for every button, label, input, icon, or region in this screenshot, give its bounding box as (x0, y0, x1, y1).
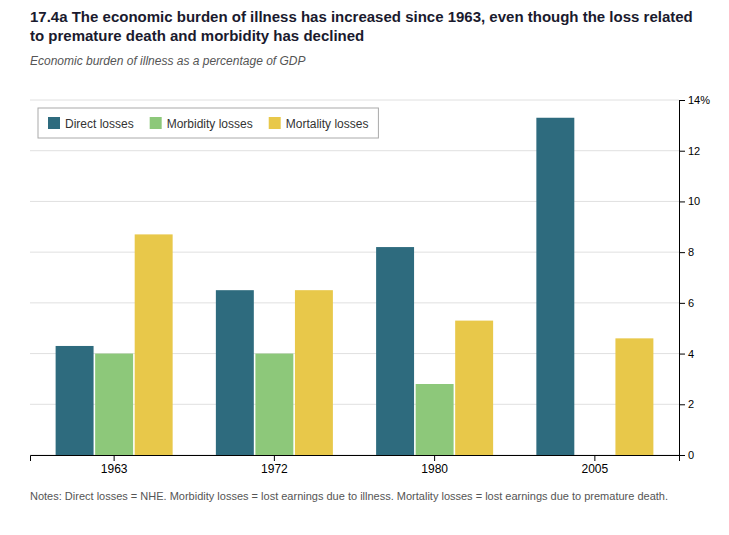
text-line: 17.4a The economic burden of illness has… (30, 8, 693, 25)
legend-item: Morbidity losses (150, 117, 253, 131)
y-tick-mark (679, 201, 685, 202)
y-tick: 14% (679, 94, 710, 106)
subtitle: Economic burden of illness as a percenta… (30, 54, 305, 68)
y-tick-label: 8 (688, 246, 694, 258)
legend-label: Morbidity losses (167, 117, 253, 131)
y-tick-mark (679, 354, 685, 355)
text-line: to premature death and morbidity has dec… (30, 27, 364, 44)
x-axis-line (31, 456, 680, 462)
bar (95, 354, 133, 455)
bar (135, 234, 173, 455)
y-tick-mark (679, 303, 685, 304)
grid-line (30, 201, 679, 202)
legend-swatch (269, 117, 281, 129)
y-tick-label: 10 (688, 195, 700, 207)
legend-item: Mortality losses (269, 117, 369, 131)
bar (56, 346, 94, 455)
grid-line (30, 302, 679, 303)
y-tick-mark (679, 252, 685, 253)
title: 17.4a The economic burden of illness has… (30, 8, 693, 44)
bar (416, 384, 454, 455)
x-tick-mark (114, 455, 115, 461)
y-tick-label: 4 (688, 348, 694, 360)
x-axis: 1963 1972 1980 2005 (31, 455, 680, 476)
y-tick-label: 2 (688, 398, 694, 410)
annotation: Notes: Direct losses = NHE. Morbidity lo… (30, 490, 668, 502)
y-tick-mark (679, 404, 685, 405)
y-tick-mark (679, 455, 685, 456)
x-tick: 2005 (582, 455, 609, 476)
legend: Direct losses Morbidity losses Mortality l… (38, 108, 378, 138)
y-tick-label: 14% (688, 94, 710, 106)
bars (56, 118, 654, 455)
legend-box (38, 108, 378, 138)
bar (455, 321, 493, 455)
y-tick: 12 (679, 145, 700, 157)
bar (576, 455, 614, 456)
y-tick-mark (679, 100, 685, 101)
y-tick: 4 (679, 348, 694, 360)
grid-line (30, 100, 679, 101)
text-line: Notes: Direct losses = NHE. Morbidity lo… (30, 490, 668, 502)
bar (615, 338, 653, 455)
y-tick: 6 (679, 297, 694, 309)
legend-label: Direct losses (65, 117, 134, 131)
bar (255, 354, 293, 455)
x-tick: 1980 (421, 455, 448, 476)
grid (30, 100, 679, 455)
bar-series (56, 118, 575, 455)
legend-item: Direct losses (48, 117, 134, 131)
y-axis-line (680, 101, 686, 456)
x-tick: 1972 (261, 455, 288, 476)
y-tick: 2 (679, 398, 694, 410)
legend-label: Mortality losses (286, 117, 369, 131)
bar (376, 247, 414, 455)
x-tick-mark (594, 455, 595, 461)
y-tick-label: 6 (688, 297, 694, 309)
y-tick: 10 (679, 195, 700, 207)
x-tick: 1963 (101, 455, 128, 476)
y-tick: 8 (679, 246, 694, 258)
bar-series (135, 234, 654, 455)
y-tick-label: 12 (688, 145, 700, 157)
grid-line (30, 252, 679, 253)
bar (216, 290, 254, 455)
x-tick-mark (434, 455, 435, 461)
x-tick-label: 1963 (101, 462, 128, 476)
plot: 1963 1972 1980 2005 0 2 4 6 8 10 12 14% Direct losse… (30, 94, 710, 476)
y-tick-mark (679, 151, 685, 152)
bar (295, 290, 333, 455)
bar (536, 118, 574, 455)
x-tick-mark (274, 455, 275, 461)
y-tick-label: 0 (688, 449, 694, 461)
grid-line (30, 150, 679, 151)
x-tick-label: 2005 (582, 462, 609, 476)
y-axis: 0 2 4 6 8 10 12 14% (679, 94, 710, 461)
x-tick-label: 1972 (261, 462, 288, 476)
chart: 17.4a The economic burden of illness has… (0, 0, 729, 535)
legend-swatch (48, 117, 60, 129)
x-tick-label: 1980 (421, 462, 448, 476)
legend-swatch (150, 117, 162, 129)
y-tick: 0 (679, 449, 694, 461)
